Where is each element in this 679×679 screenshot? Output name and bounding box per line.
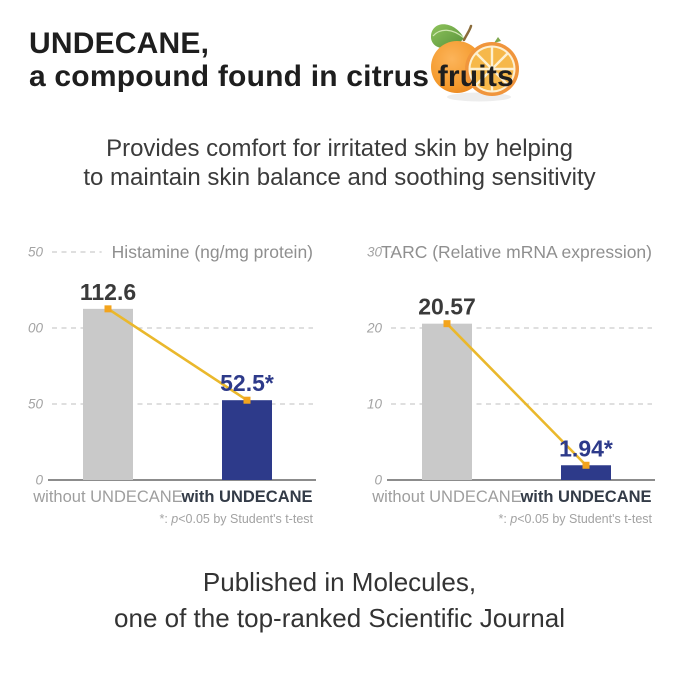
category-label: without UNDECANE — [371, 488, 521, 506]
y-tick-label: 0 — [35, 473, 43, 488]
value-label: 1.94* — [559, 435, 613, 461]
data-point-marker — [104, 305, 112, 313]
y-tick-label: 20 — [366, 321, 383, 336]
orange-fruit-icon — [424, 16, 524, 109]
subtitle: Provides comfort for irritated skin by h… — [0, 134, 679, 192]
subtitle-line-2: to maintain skin balance and soothing se… — [83, 164, 596, 191]
title-line-2: a compound found in citrus fruits — [29, 60, 514, 93]
data-point-marker — [243, 396, 251, 404]
page-title: UNDECANE, a compound found in citrus fru… — [29, 27, 514, 93]
category-label: with UNDECANE — [180, 488, 312, 506]
data-point-marker — [582, 461, 590, 469]
subtitle-line-1: Provides comfort for irritated skin by h… — [106, 135, 573, 162]
bar-with-undecane — [561, 465, 611, 480]
trend-line — [446, 322, 587, 467]
chart-svg: Histamine (ng/mg protein) 50 00 50 0 112.6 52.… — [28, 242, 316, 526]
bar-without-undecane — [83, 308, 133, 480]
title-line-1: UNDECANE, — [29, 27, 210, 60]
chart-tarc: TARC (Relative mRNA expression) 30 20 10 0 20… — [339, 238, 679, 538]
footer-line-2: one of the top-ranked Scientific Journal — [114, 603, 565, 633]
chart-histamine: Histamine (ng/mg protein) 50 00 50 0 112.6 52.… — [0, 238, 340, 538]
orange-core — [489, 66, 495, 72]
half-orange-stem-nub — [494, 37, 501, 43]
y-tick-label: 30 — [367, 245, 383, 260]
value-label: 52.5* — [220, 370, 274, 396]
orange-segments — [470, 47, 514, 91]
footer-text: Published in Molecules, one of the top-r… — [0, 564, 679, 636]
y-tick-label: 50 — [28, 245, 44, 260]
data-point-marker — [443, 320, 451, 328]
stem — [462, 24, 473, 42]
y-tick-label: 50 — [28, 397, 44, 412]
value-label: 20.57 — [418, 294, 476, 320]
chart-svg: TARC (Relative mRNA expression)30 20 10 0 20… — [366, 242, 655, 526]
chart-title: Histamine (ng/mg protein) — [112, 242, 313, 262]
value-label: 112.6 — [80, 279, 136, 305]
orange-fruit-svg — [430, 24, 519, 102]
category-label: with UNDECANE — [519, 488, 651, 506]
footer-line-1: Published in Molecules, — [202, 567, 477, 597]
charts-row: Histamine (ng/mg protein) 50 00 50 0 112.6 52.… — [0, 238, 679, 538]
trend-line — [107, 307, 248, 402]
y-tick-label: 00 — [28, 321, 44, 336]
footnote: *: p<0.05 by Student's t-test — [498, 512, 652, 526]
bar-without-undecane — [422, 323, 472, 480]
footnote: *: p<0.05 by Student's t-test — [159, 512, 313, 526]
y-tick-label: 10 — [367, 397, 383, 412]
y-tick-label: 0 — [374, 473, 382, 488]
category-label: without UNDECANE — [32, 488, 182, 506]
leaf-vein — [432, 29, 465, 39]
chart-title: TARC (Relative mRNA expression) — [381, 242, 652, 262]
bar-with-undecane — [222, 400, 272, 480]
